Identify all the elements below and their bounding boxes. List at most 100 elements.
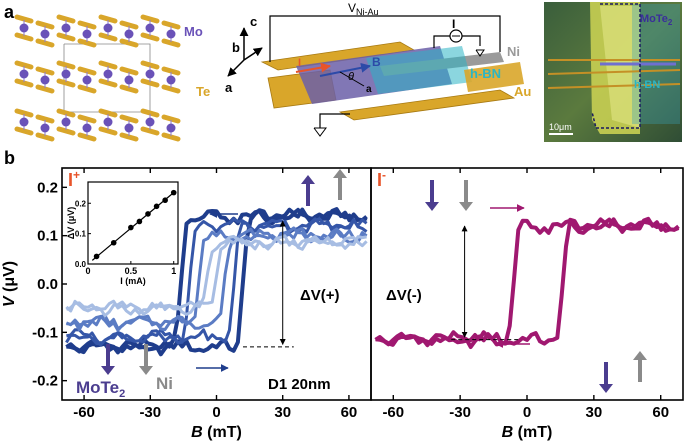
te-atom [14, 108, 34, 118]
inset-x-label: I (mA) [120, 276, 146, 286]
te-atom [140, 78, 160, 88]
x-tick-label: -60 [73, 404, 95, 421]
delta-v-minus-label: ΔV(-) [386, 287, 422, 304]
mo-atom [19, 23, 29, 33]
panel-a-label: a [4, 2, 15, 22]
te-atom [56, 78, 76, 88]
mo-atom [166, 123, 176, 133]
inset-point [153, 203, 160, 210]
axis-b-arrow [243, 47, 263, 61]
te-atom [161, 132, 181, 142]
series-line-sweep-4-down [65, 234, 368, 316]
te-atom [140, 60, 160, 70]
x-tick-label: 0 [212, 404, 220, 421]
te-atom [35, 66, 55, 76]
y-tick-label: 0.2 [37, 179, 58, 196]
te-atom [140, 108, 160, 118]
current-arrow-label: I [298, 57, 301, 69]
inset-x-tick-label: 0.5 [125, 266, 138, 276]
te-atom [98, 108, 118, 118]
te-atom [14, 14, 34, 24]
mo-atom [19, 69, 29, 79]
te-atom [35, 114, 55, 124]
te-atom [161, 114, 181, 124]
field-label: B [372, 55, 381, 69]
te-atom [56, 126, 76, 136]
hbn-layer [366, 46, 472, 94]
y-axis-label: V (μV) [1, 261, 18, 307]
te-atom [119, 38, 139, 48]
inset-y-label: ΔV (μV) [66, 207, 76, 239]
series-line-sweep-down [375, 217, 680, 348]
mo-atom [103, 69, 113, 79]
inset-y-tick-label: 0.2 [75, 199, 87, 208]
plot-frame [370, 167, 684, 401]
x-axis-label-unit: (mT) [203, 424, 242, 441]
current-direction-sup: - [382, 168, 386, 182]
te-atom [14, 32, 34, 42]
y-axis-label-unit: (μV) [1, 261, 18, 297]
ground-wire-bottom [319, 113, 350, 128]
mo-atom [103, 23, 113, 33]
te-atom [56, 60, 76, 70]
x-tick-label: -30 [449, 404, 471, 421]
mo-atom [61, 117, 71, 127]
ground-symbol-bottom [313, 127, 327, 137]
axis-a-label: a [225, 80, 233, 95]
crystal-mo-label: Mo [184, 24, 203, 39]
delta-v-plus-label: ΔV(+) [300, 287, 340, 304]
inset-x-tick-label: 0 [85, 266, 90, 276]
right-au-electrode [464, 62, 524, 92]
te-atom [119, 20, 139, 30]
inset-point [170, 189, 177, 196]
x-axis-label-var: B [502, 424, 514, 441]
x-axis-label: B (mT) [502, 424, 553, 441]
mote2-moment-arrow-down-head [101, 366, 115, 375]
hbn-label: h-BN [470, 66, 501, 81]
te-atom [119, 84, 139, 94]
bottom-au-electrode [338, 89, 516, 121]
inset-x-tick-label: 1 [171, 266, 176, 276]
y-tick-label: 0.1 [37, 228, 58, 245]
te-atom [119, 132, 139, 142]
y-axis-label-var: V [1, 295, 18, 307]
te-atom [119, 66, 139, 76]
te-atom [161, 66, 181, 76]
mo-atom [103, 117, 113, 127]
axis-c-label: c [250, 14, 257, 29]
x-axis-label-var: B [191, 424, 203, 441]
x-axis-label-unit: (mT) [513, 424, 552, 441]
mo-atom [61, 69, 71, 79]
inset-y-tick-label: 0.0 [75, 260, 87, 269]
te-atom [77, 84, 97, 94]
inset-frame [87, 181, 179, 265]
micrograph-hbn-label: h-BN [634, 79, 660, 91]
micrograph-dashed-outline [591, 3, 641, 129]
y-tick-label: 0.0 [37, 276, 58, 293]
te-atom [140, 14, 160, 24]
te-atom [35, 20, 55, 30]
x-tick-label: 60 [652, 404, 669, 421]
te-atom [98, 78, 118, 88]
mo-atom [40, 29, 50, 39]
te-atom [77, 66, 97, 76]
voltage-label: VNi-Au [348, 1, 379, 17]
te-atom [98, 32, 118, 42]
micrograph: MoTe2 h-BN 10μm [544, 2, 682, 142]
mo-atom [166, 75, 176, 85]
legend-mote2-text: MoTe [76, 378, 119, 397]
te-atom [77, 114, 97, 124]
mo-atom [145, 117, 155, 127]
te-atom [140, 32, 160, 42]
te-atom [77, 38, 97, 48]
te-atom [35, 38, 55, 48]
inset-point [145, 211, 151, 217]
mote2-moment-arrow-down-2-head [599, 384, 613, 393]
ni-label: Ni [507, 44, 520, 59]
micrograph-electrode-3 [547, 83, 681, 89]
inset-y-tick-label: 0.1 [75, 230, 87, 239]
ni-moment-arrow-down-head [459, 202, 473, 211]
mo-atom [166, 29, 176, 39]
chart-left: -60 -30 0 30 60 B (mT) -0.2 -0.1 0.0 0.1 0.2 V (μV)… [1, 167, 372, 441]
micrograph-scale-label: 10μm [549, 122, 572, 132]
